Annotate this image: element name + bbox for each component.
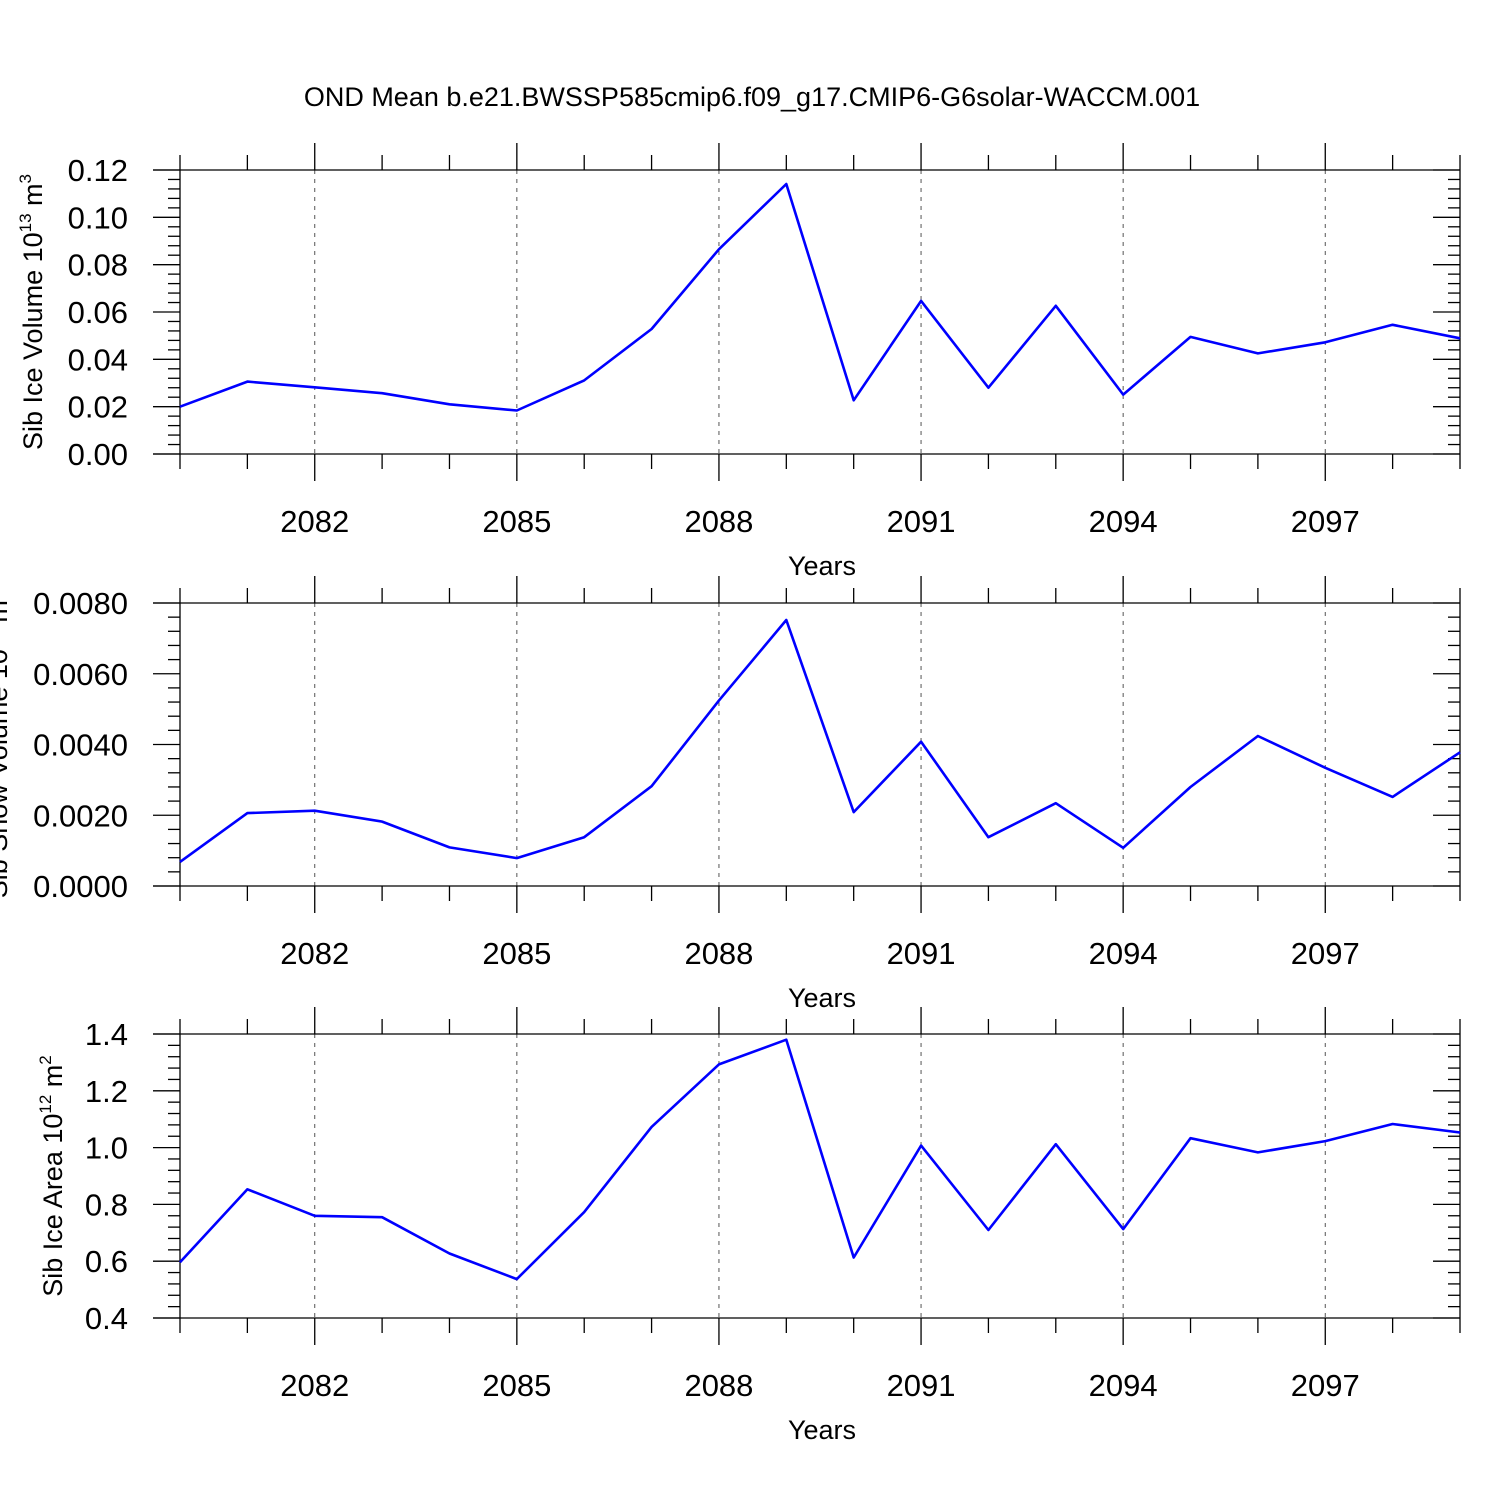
x-tick-label: 2082 bbox=[280, 504, 349, 539]
y-tick-label: 0.0060 bbox=[33, 657, 128, 692]
series-line bbox=[179, 618, 1461, 863]
panel-3: 2082 2085 2088 2091 2094 2097 0.4 0.6 0.8 1.0 1.2 1… bbox=[36, 1007, 1461, 1445]
y-tick-label: 0.10 bbox=[68, 200, 128, 235]
y-tick-label: 0.4 bbox=[85, 1301, 128, 1336]
y-tick-label: 1.4 bbox=[85, 1017, 128, 1052]
y-axis-label: Sib Ice Volume 1013 m3 bbox=[16, 174, 48, 450]
x-tick-label: 2091 bbox=[887, 936, 956, 971]
panel-2: 2082 2085 2088 2091 2094 2097 0.0000 0.0020 0.00… bbox=[0, 576, 1461, 1013]
x-tick-label: 2094 bbox=[1089, 504, 1158, 539]
series-line bbox=[179, 182, 1461, 412]
x-tick-label: 2085 bbox=[482, 1368, 551, 1403]
figure-title: OND Mean b.e21.BWSSP585cmip6.f09_g17.CMI… bbox=[304, 82, 1200, 112]
panel-1: 2082 2085 2088 2091 2094 2097 0.00 0.02 0.04 0.06… bbox=[16, 143, 1461, 581]
x-tick-label: 2085 bbox=[482, 504, 551, 539]
x-tick-label: 2085 bbox=[482, 936, 551, 971]
y-tick-label: 1.2 bbox=[85, 1074, 128, 1109]
x-tick-label: 2082 bbox=[280, 936, 349, 971]
x-tick-label: 2091 bbox=[887, 504, 956, 539]
x-tick-label: 2097 bbox=[1291, 1368, 1360, 1403]
y-tick-label: 0.6 bbox=[85, 1244, 128, 1279]
y-tick-label: 0.02 bbox=[68, 390, 128, 425]
x-tick-label: 2088 bbox=[684, 936, 753, 971]
y-tick-label: 0.0020 bbox=[33, 798, 128, 833]
x-tick-label: 2094 bbox=[1089, 936, 1158, 971]
y-tick-label: 0.08 bbox=[68, 248, 128, 283]
x-tick-label: 2088 bbox=[684, 1368, 753, 1403]
y-axis-label: Sib Snow Volume 1013 m3 bbox=[0, 591, 13, 899]
x-tick-label: 2082 bbox=[280, 1368, 349, 1403]
x-tick-label: 2097 bbox=[1291, 504, 1360, 539]
series-line bbox=[179, 1038, 1461, 1281]
x-tick-label: 2088 bbox=[684, 504, 753, 539]
y-tick-label: 0.00 bbox=[68, 437, 128, 472]
y-tick-label: 0.06 bbox=[68, 295, 128, 330]
y-tick-label: 0.0000 bbox=[33, 869, 128, 904]
x-axis-label: Years bbox=[788, 983, 856, 1013]
y-axis-label: Sib Ice Area 1012 m2 bbox=[36, 1055, 68, 1297]
x-tick-label: 2097 bbox=[1291, 936, 1360, 971]
y-tick-label: 0.0080 bbox=[33, 586, 128, 621]
panels: 2082 2085 2088 2091 2094 2097 0.00 0.02 0.04 0.06… bbox=[0, 143, 1461, 1445]
y-tick-label: 0.12 bbox=[68, 153, 128, 188]
y-tick-label: 1.0 bbox=[85, 1131, 128, 1166]
x-axis-label: Years bbox=[788, 551, 856, 581]
y-tick-label: 0.8 bbox=[85, 1187, 128, 1222]
y-tick-label: 0.0040 bbox=[33, 728, 128, 763]
x-tick-label: 2094 bbox=[1089, 1368, 1158, 1403]
y-tick-label: 0.04 bbox=[68, 342, 128, 377]
x-tick-label: 2091 bbox=[887, 1368, 956, 1403]
x-axis-label: Years bbox=[788, 1415, 856, 1445]
